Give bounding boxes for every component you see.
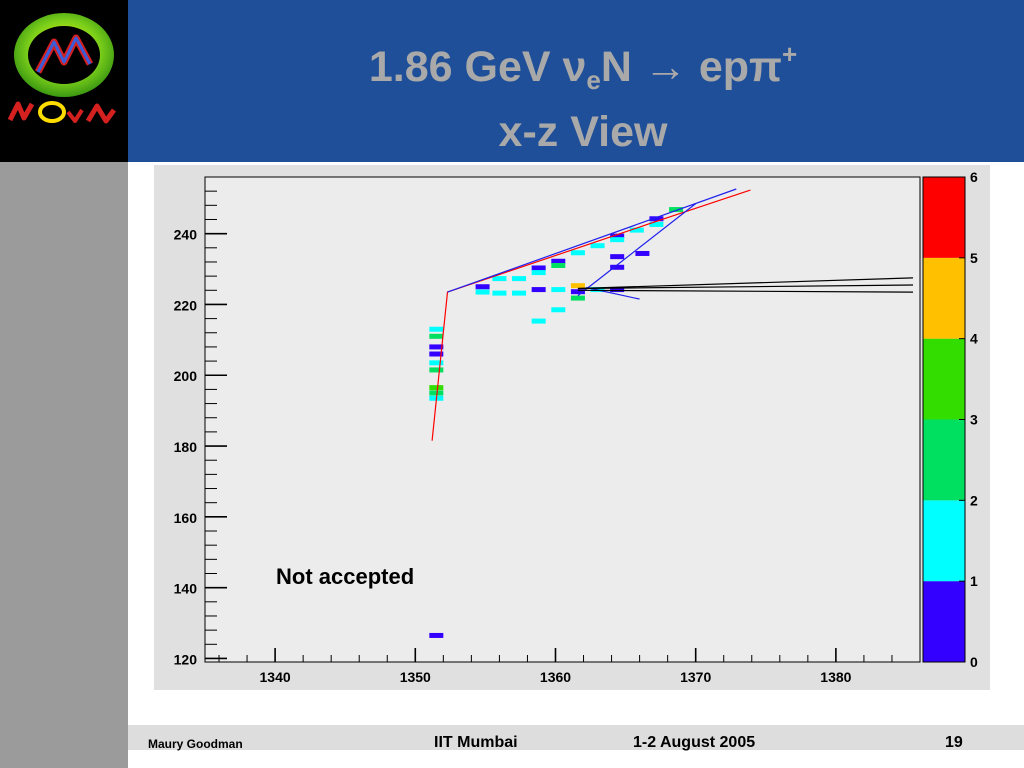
hit-cell bbox=[649, 221, 664, 227]
hit-cell bbox=[570, 283, 585, 289]
title-line-1: 1.86 GeV νeN → epπ+ bbox=[128, 28, 1024, 106]
nova-logo-icon bbox=[7, 13, 117, 124]
colorbar-tick-label: 5 bbox=[970, 250, 978, 266]
title-products: ep bbox=[686, 43, 750, 91]
hit-cell bbox=[429, 326, 444, 332]
hit-cell bbox=[531, 265, 546, 271]
hit-cell bbox=[429, 632, 444, 638]
colorbar-tick-label: 0 bbox=[970, 654, 978, 670]
colorbar-band bbox=[923, 500, 965, 582]
footer-date: 1-2 August 2005 bbox=[633, 734, 756, 751]
title-energy: 1.86 GeV bbox=[368, 43, 563, 91]
track-line bbox=[431, 189, 751, 441]
title-arrow: → bbox=[643, 43, 687, 91]
hit-cell bbox=[512, 276, 527, 282]
hit-cell bbox=[429, 333, 444, 339]
hit-cell bbox=[429, 344, 444, 350]
footer-page-number: 19 bbox=[945, 734, 963, 751]
track-line bbox=[447, 188, 737, 293]
axes-layer: 120 140 160 180 200 220 240 1340 1350 1360 1370 138… bbox=[174, 176, 921, 685]
title-line-2: x-z View bbox=[498, 108, 668, 156]
colorbar-band bbox=[923, 581, 965, 662]
colorbar-tick-label: 3 bbox=[970, 412, 978, 428]
track-line bbox=[577, 277, 914, 290]
title-nu-subscript: e bbox=[586, 65, 601, 95]
footer-author: Maury Goodman bbox=[148, 737, 243, 751]
x-tick-label: 1350 bbox=[400, 669, 431, 685]
hit-cell bbox=[610, 264, 625, 270]
hit-cell bbox=[551, 287, 566, 293]
x-tick-label: 1340 bbox=[260, 669, 291, 685]
hit-cell bbox=[610, 237, 625, 243]
y-tick-label: 200 bbox=[174, 368, 198, 384]
hit-cell bbox=[475, 289, 490, 295]
plot-frame bbox=[204, 176, 921, 663]
slide-title: 1.86 GeV νeN → epπ+ x-z View bbox=[128, 28, 1024, 158]
colorbar-tick-label: 1 bbox=[970, 573, 978, 589]
x-tick-label: 1380 bbox=[820, 669, 851, 685]
tracks-layer bbox=[431, 188, 914, 441]
title-pi-charge: + bbox=[781, 39, 798, 69]
colorbar-band bbox=[923, 177, 965, 258]
hit-cell bbox=[649, 216, 664, 222]
colorbar-tick-label: 2 bbox=[970, 492, 978, 508]
track-line bbox=[586, 286, 640, 300]
hits-layer bbox=[429, 207, 684, 638]
x-tick-label: 1360 bbox=[540, 669, 571, 685]
hit-cell bbox=[629, 227, 644, 233]
track-line bbox=[577, 289, 914, 293]
colorbar-band bbox=[923, 338, 965, 420]
y-tick-label: 160 bbox=[174, 510, 198, 526]
colorbar-band bbox=[923, 419, 965, 501]
hit-cell bbox=[610, 287, 625, 293]
hit-cell bbox=[429, 351, 444, 357]
hit-cell bbox=[570, 295, 585, 301]
y-tick-label: 220 bbox=[174, 297, 198, 313]
title-nu-symbol: ν bbox=[562, 43, 587, 91]
hit-cell bbox=[570, 250, 585, 256]
hit-cell bbox=[551, 258, 566, 264]
hit-cell bbox=[635, 250, 650, 256]
title-target: N bbox=[600, 43, 644, 91]
track-line bbox=[577, 203, 697, 297]
y-tick-label: 240 bbox=[174, 227, 198, 243]
title-pi-symbol: π bbox=[749, 43, 782, 91]
colorbar-tick-label: 4 bbox=[970, 331, 978, 347]
colorbar-band bbox=[923, 257, 965, 339]
footer-venue: IIT Mumbai bbox=[434, 734, 518, 751]
hit-cell bbox=[429, 385, 444, 391]
event-display-plot: 120 140 160 180 200 220 240 1340 1350 1360 1370 138… bbox=[154, 165, 990, 690]
colorbar-tick-label: 6 bbox=[970, 169, 978, 185]
hit-cell bbox=[429, 360, 444, 366]
y-tick-label: 140 bbox=[174, 581, 198, 597]
hit-cell bbox=[551, 307, 566, 313]
hit-cell bbox=[610, 233, 625, 239]
hit-cell bbox=[610, 254, 625, 260]
colorbar: 0 1 2 3 4 5 6 bbox=[922, 169, 978, 670]
title-header bbox=[128, 0, 1024, 162]
hit-cell bbox=[531, 287, 546, 293]
hit-cell bbox=[590, 243, 605, 249]
hit-cell bbox=[492, 290, 507, 296]
footer-bar: Maury Goodman IIT Mumbai 1-2 August 2005… bbox=[128, 725, 1024, 751]
hit-cell bbox=[429, 390, 444, 396]
track-line bbox=[577, 284, 914, 290]
y-tick-label: 120 bbox=[174, 651, 198, 667]
hit-cell bbox=[669, 207, 684, 213]
hit-cell bbox=[570, 289, 585, 295]
not-accepted-annotation: Not accepted bbox=[276, 564, 414, 589]
logo-area bbox=[0, 0, 128, 162]
y-tick-label: 180 bbox=[174, 439, 198, 455]
hit-cell bbox=[429, 367, 444, 373]
hit-cell bbox=[492, 276, 507, 282]
x-tick-label: 1370 bbox=[680, 669, 711, 685]
hit-cell bbox=[531, 318, 546, 324]
hit-cell bbox=[551, 263, 566, 269]
hit-cell bbox=[512, 290, 527, 296]
hit-cell bbox=[475, 284, 490, 290]
hit-cell bbox=[531, 270, 546, 276]
